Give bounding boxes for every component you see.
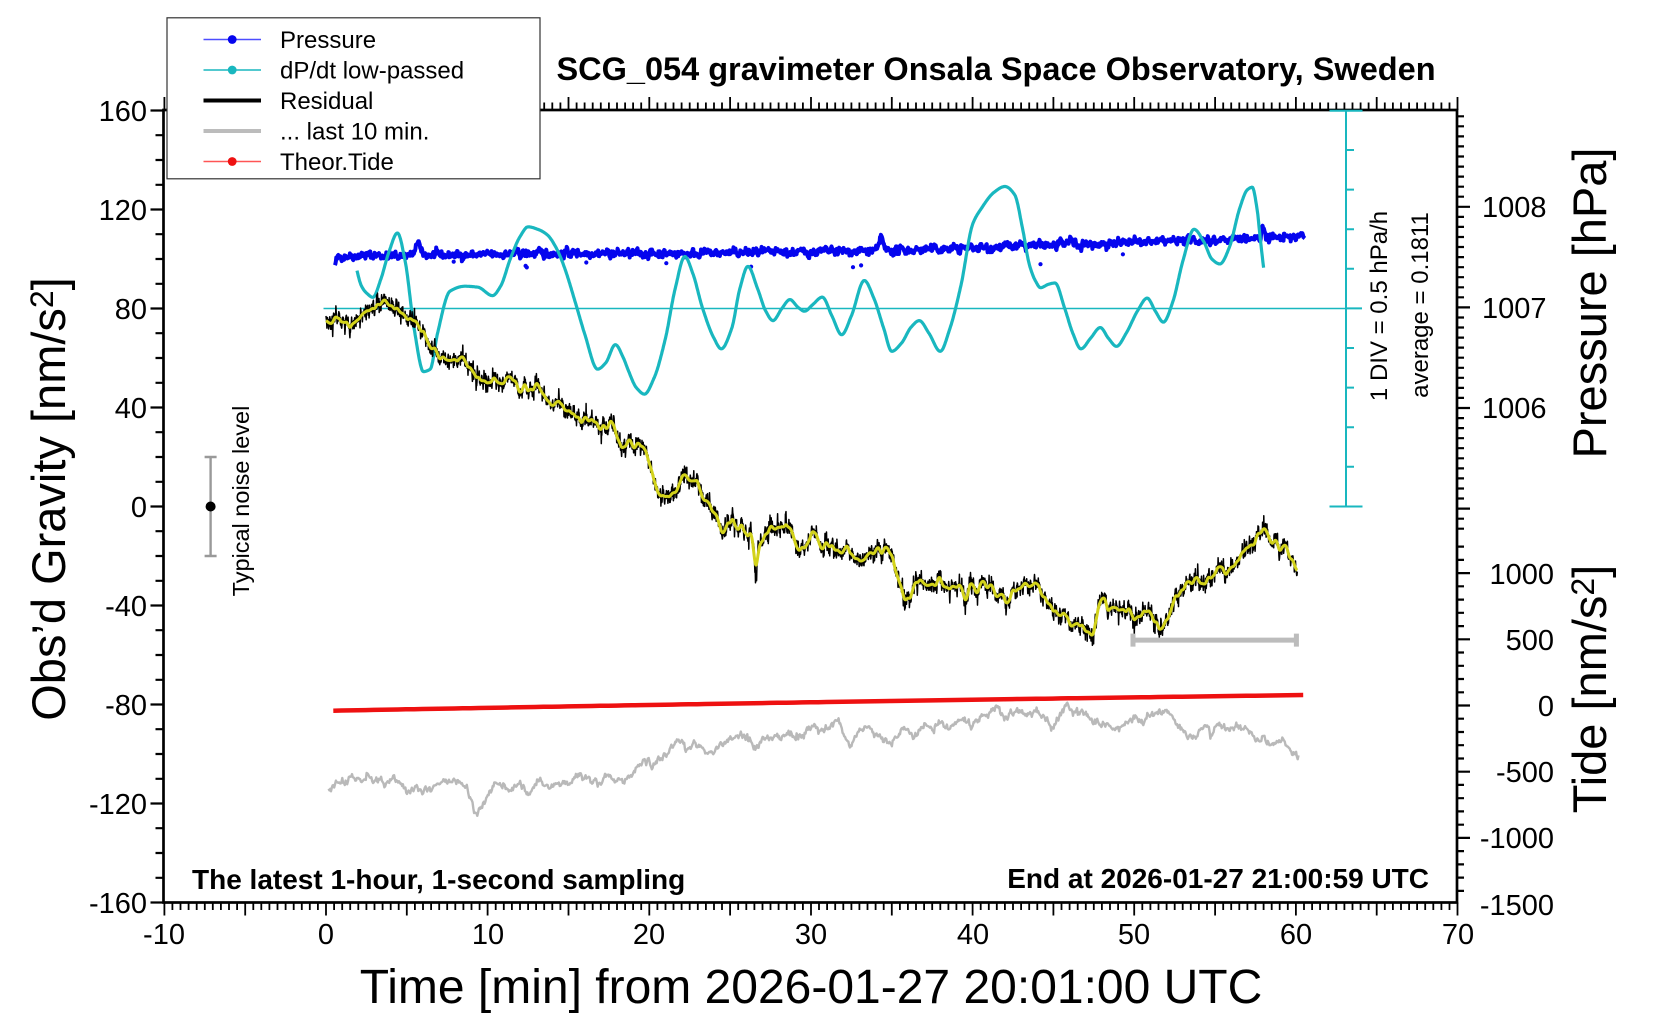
svg-text:50: 50 <box>1118 919 1150 951</box>
svg-text:1000: 1000 <box>1489 559 1554 591</box>
svg-text:-80: -80 <box>105 690 147 722</box>
svg-text:1007: 1007 <box>1482 293 1547 325</box>
svg-text:-1500: -1500 <box>1480 890 1554 922</box>
svg-text:dP/dt low-passed: dP/dt low-passed <box>280 58 464 85</box>
svg-text:80: 80 <box>115 294 147 326</box>
svg-text:SCG_054 gravimeter Onsala Spac: SCG_054 gravimeter Onsala Space Observat… <box>556 51 1435 87</box>
svg-text:40: 40 <box>115 393 147 425</box>
svg-text:30: 30 <box>795 919 827 951</box>
svg-text:160: 160 <box>99 96 147 128</box>
svg-text:Tide [nm/s2]: Tide [nm/s2] <box>1563 565 1616 814</box>
svg-text:Theor.Tide: Theor.Tide <box>280 149 394 176</box>
svg-text:-1000: -1000 <box>1480 823 1554 855</box>
svg-text:Obs’d Gravity [nm/s2]: Obs’d Gravity [nm/s2] <box>22 277 75 721</box>
svg-text:average = 0.1811: average = 0.1811 <box>1407 212 1434 398</box>
svg-text:1008: 1008 <box>1482 192 1547 224</box>
svg-text:1006: 1006 <box>1482 393 1547 425</box>
svg-text:20: 20 <box>633 919 665 951</box>
svg-text:500: 500 <box>1506 625 1554 657</box>
svg-text:10: 10 <box>472 919 504 951</box>
svg-text:The latest 1-hour, 1-second sa: The latest 1-hour, 1-second sampling <box>192 864 685 895</box>
svg-text:Time [min] from 2026-01-27 20:: Time [min] from 2026-01-27 20:01:00 UTC <box>360 961 1263 1014</box>
svg-text:-40: -40 <box>105 591 147 623</box>
svg-text:... last 10 min.: ... last 10 min. <box>280 119 429 146</box>
svg-text:-160: -160 <box>89 888 147 920</box>
svg-text:Pressure: Pressure <box>280 27 376 54</box>
svg-text:0: 0 <box>131 492 147 524</box>
svg-text:0: 0 <box>318 919 334 951</box>
svg-text:Residual: Residual <box>280 88 373 115</box>
svg-text:Typical noise level: Typical noise level <box>228 406 254 597</box>
svg-text:60: 60 <box>1280 919 1312 951</box>
svg-text:-500: -500 <box>1496 757 1554 789</box>
svg-text:Pressure [hPa]: Pressure [hPa] <box>1563 148 1616 459</box>
svg-text:70: 70 <box>1442 919 1474 951</box>
svg-text:0: 0 <box>1538 691 1554 723</box>
svg-text:120: 120 <box>99 195 147 227</box>
svg-text:End at 2026-01-27 21:00:59 UTC: End at 2026-01-27 21:00:59 UTC <box>1007 863 1429 894</box>
svg-text:-10: -10 <box>143 919 185 951</box>
svg-text:40: 40 <box>957 919 989 951</box>
svg-text:1 DIV = 0.5 hPa/h: 1 DIV = 0.5 hPa/h <box>1366 211 1393 401</box>
svg-text:-120: -120 <box>89 789 147 821</box>
